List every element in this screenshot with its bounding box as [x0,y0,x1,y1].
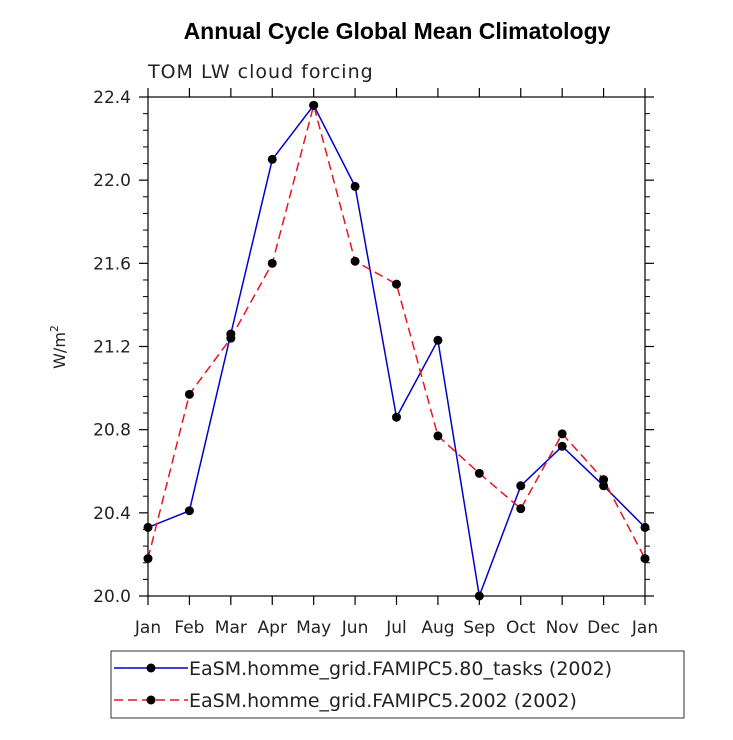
series-1-point [516,481,526,491]
series-1-point [640,522,650,532]
legend-marker-2 [146,695,156,705]
series-1-point [557,441,567,451]
series-1-point [599,481,609,491]
series-2-point [143,554,153,564]
legend-marker-1 [146,663,156,673]
series-2-point [516,504,526,514]
x-tick-label: Feb [174,618,204,638]
chart-title: Annual Cycle Global Mean Climatology [184,18,611,44]
series-1-point [143,522,153,532]
x-tick-label: Nov [546,618,579,638]
legend-box [110,650,685,719]
series-2-point [392,279,401,289]
x-tick-label: May [296,618,331,638]
series-1-point [474,591,484,601]
series-line-1 [147,103,646,599]
x-tick-label: Aug [421,618,454,638]
x-tick-label: Jan [134,618,161,638]
series-1-point [392,412,401,422]
y-tick-label: 21.2 [93,338,131,358]
x-tick-label: Oct [506,618,536,638]
series-2-point [226,333,236,343]
series-2-point [474,468,484,478]
legend: EaSM.homme_grid.FAMIPC5.80_tasks (2002) E… [114,658,612,712]
y-tick-label: 20.4 [93,504,131,524]
axes: 20.0 20.4 20.8 21.2 21.6 22.0 22.4 Jan Feb Mar Apr… [93,88,658,638]
x-tick-label: Jan [631,618,658,638]
series-2-point [350,256,360,266]
x-tick-label: Apr [258,618,287,638]
x-tick-label: Jun [341,618,369,638]
legend-label-1: EaSM.homme_grid.FAMIPC5.80_tasks (2002) [189,658,612,680]
y-axis-label: W/m2 [48,325,69,369]
legend-label-2: EaSM.homme_grid.FAMIPC5.2002 (2002) [189,690,577,712]
series-1-point [267,154,277,164]
y-tick-label: 22.4 [93,88,131,108]
y-axis-label-base: W/m [50,332,69,369]
y-tick-label: 20.0 [93,587,131,607]
series-1-point [350,181,360,191]
x-tick-label: Mar [215,618,247,638]
x-tick-label: Jul [385,618,407,638]
series-1-point [184,506,194,516]
series-2-point [184,389,194,399]
y-tick-label: 22.0 [93,171,131,191]
plot-frame [147,96,646,597]
series-2-point [599,475,609,485]
series-2-point [640,554,650,564]
y-axis-label-superscript: 2 [48,325,61,332]
x-tick-label: Sep [463,618,495,638]
chart-subtitle: TOM LW cloud forcing [147,61,374,83]
series-1-point [433,335,443,345]
series-2-point [433,431,443,441]
y-tick-label: 21.6 [93,254,131,274]
y-tick-label: 20.8 [93,421,131,441]
series-2-point [267,258,277,268]
series-layer [143,100,650,601]
series-2-point [309,100,319,110]
x-tick-label: Dec [587,618,620,638]
series-line-2 [147,102,646,559]
series-2-point [557,429,567,439]
